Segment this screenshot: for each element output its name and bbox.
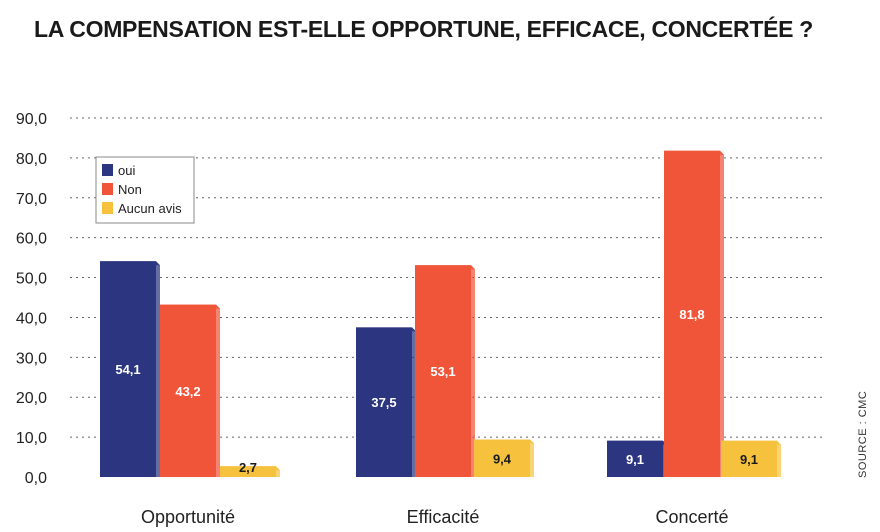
data-label: 53,1 [430,364,455,379]
legend: oui Non Aucun avis [95,156,195,224]
bar-side [216,304,220,477]
y-tick-label: 60,0 [16,231,47,248]
bar [607,440,663,477]
y-tick-label: 10,0 [16,430,47,447]
y-tick-label: 20,0 [16,390,47,407]
legend-swatch [102,202,113,214]
data-label: 81,8 [679,307,704,322]
source-label: SOURCE : CMC [857,391,869,478]
bar [160,304,216,477]
bar [356,327,412,477]
data-label: 9,4 [493,451,512,466]
category-label: Opportunité [141,507,235,527]
bars [100,150,781,477]
bar-side [530,439,534,477]
category-labels: Opportunité Efficacité Concerté [141,507,729,527]
category-label: Efficacité [407,507,480,527]
bar [664,150,720,477]
legend-label: Non [118,182,142,197]
y-tick-label: 90,0 [16,111,47,128]
data-label: 9,1 [626,452,644,467]
y-axis-ticks: 0,0 10,0 20,0 30,0 40,0 50,0 60,0 70,0 80,0 90,0 [16,111,47,487]
category-label: Concerté [655,507,728,527]
y-tick-label: 0,0 [25,470,47,487]
bar [220,466,276,477]
data-labels: 54,1 43,2 2,7 37,5 53,1 9,4 9,1 81,8 9,1 [115,307,758,475]
data-label: 43,2 [175,384,200,399]
bar-side [471,265,475,477]
legend-swatch [102,164,113,176]
legend-swatch [102,183,113,195]
bar-side [720,150,724,477]
y-tick-label: 30,0 [16,350,47,367]
bar-side [156,261,160,477]
bar [474,439,530,477]
chart-title: LA COMPENSATION EST-ELLE OPPORTUNE, EFFI… [34,16,813,42]
bar [721,440,777,477]
legend-label: Aucun avis [118,201,182,216]
bar-side [777,440,781,477]
y-tick-label: 70,0 [16,191,47,208]
data-label: 37,5 [371,395,396,410]
data-label: 9,1 [740,452,758,467]
data-label: 54,1 [115,362,140,377]
data-label: 2,7 [239,460,257,475]
bar [100,261,156,477]
legend-label: oui [118,163,135,178]
bar [415,265,471,477]
y-tick-label: 80,0 [16,151,47,168]
y-tick-label: 50,0 [16,271,47,288]
y-tick-label: 40,0 [16,310,47,327]
